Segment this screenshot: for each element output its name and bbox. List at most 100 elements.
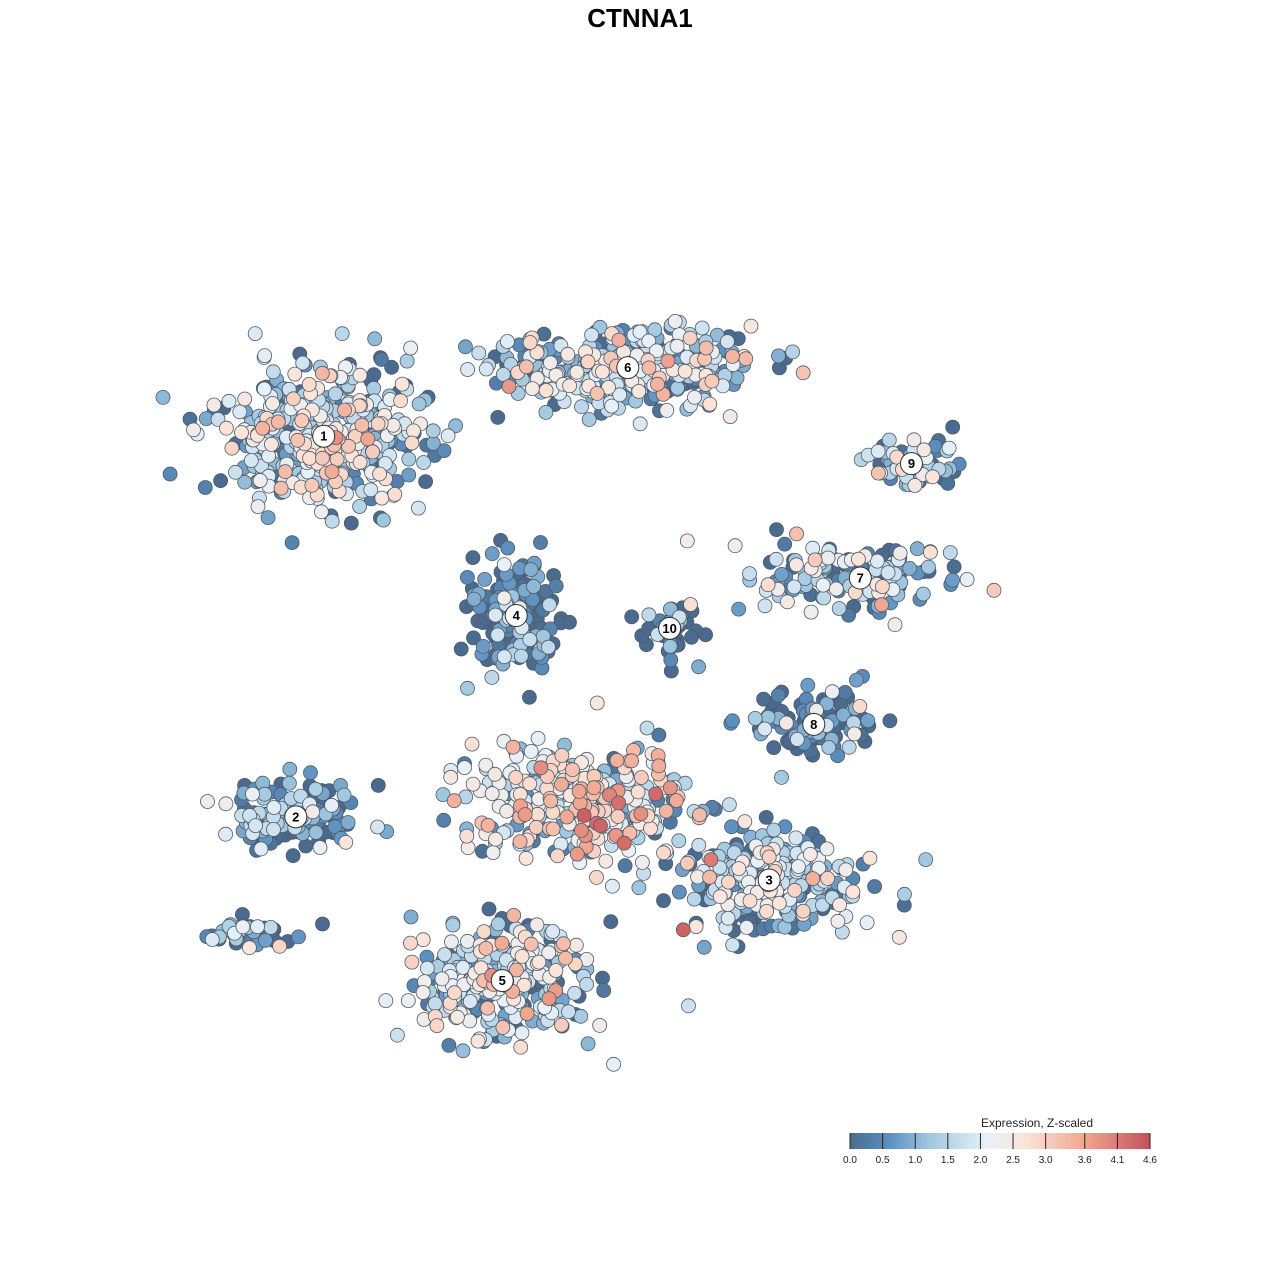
cell-point <box>959 572 975 587</box>
cell-point <box>218 796 234 812</box>
cell-point <box>727 538 743 554</box>
cell-point <box>525 381 540 397</box>
cluster-label-badge <box>616 356 640 380</box>
cell-point <box>845 884 861 900</box>
cell-point <box>589 385 605 401</box>
cell-point <box>789 557 804 573</box>
cell-point <box>548 578 564 594</box>
cell-point <box>603 914 619 930</box>
cell-point <box>789 732 805 747</box>
cell-point <box>704 373 720 389</box>
cell-point <box>726 845 742 861</box>
cell-point <box>737 814 753 829</box>
legend-color-bar <box>850 1133 1150 1149</box>
cell-point <box>593 818 608 834</box>
cell-point <box>586 780 602 796</box>
cluster-label-badge <box>284 805 308 829</box>
cell-point <box>880 565 896 580</box>
cell-point <box>436 443 452 459</box>
cell-point <box>986 582 1002 598</box>
cell-point <box>518 850 534 866</box>
cell-point <box>243 453 259 468</box>
cell-point <box>360 431 376 447</box>
cell-point <box>862 850 878 866</box>
cell-point <box>305 804 321 820</box>
cell-point <box>340 815 356 830</box>
cell-point <box>352 499 368 514</box>
cell-point <box>670 380 685 396</box>
cell-point <box>529 917 545 933</box>
cell-point <box>874 597 889 613</box>
cell-point <box>257 932 273 948</box>
cell-point <box>404 954 420 970</box>
cluster-label-5: 5 <box>490 969 514 993</box>
cell-point <box>228 464 243 480</box>
cell-point <box>680 855 695 871</box>
cell-point <box>576 808 592 823</box>
cell-point <box>324 513 340 529</box>
cell-point <box>560 346 576 362</box>
cell-point <box>250 919 265 935</box>
cell-point <box>490 627 506 643</box>
cell-point <box>531 954 547 970</box>
cluster-label-6: 6 <box>616 356 640 380</box>
cluster-label-10: 10 <box>658 616 682 640</box>
cell-point <box>429 1018 445 1033</box>
legend-tick-label: 0.0 <box>843 1155 857 1166</box>
cell-point <box>559 809 575 825</box>
cell-point <box>684 629 699 645</box>
cell-point <box>915 586 931 602</box>
cell-point <box>282 761 298 777</box>
legend-tick-label: 1.0 <box>908 1155 922 1166</box>
cell-point <box>496 557 512 572</box>
cell-point <box>186 422 201 438</box>
cell-point <box>281 775 297 791</box>
cell-point <box>514 949 530 964</box>
cell-point <box>720 334 735 350</box>
cell-point <box>610 809 626 824</box>
cell-point <box>609 752 625 768</box>
cell-point <box>648 786 664 802</box>
cell-point <box>567 985 582 1001</box>
cell-point <box>374 490 390 506</box>
cell-point <box>647 322 663 338</box>
cell-point <box>374 352 389 367</box>
cell-point <box>780 594 795 610</box>
cell-point <box>415 932 431 948</box>
cell-point <box>285 391 301 407</box>
cell-point <box>530 731 546 746</box>
cell-point <box>237 391 253 407</box>
cell-point <box>698 340 714 356</box>
cell-point <box>721 874 736 890</box>
cell-point <box>641 333 657 349</box>
cell-point <box>677 363 693 379</box>
cell-point <box>869 553 885 569</box>
cell-point <box>650 376 665 392</box>
cell-point <box>789 526 804 542</box>
cell-point <box>256 381 272 397</box>
cell-point <box>457 339 473 355</box>
cell-point <box>632 416 648 432</box>
cell-point <box>738 351 754 367</box>
cell-point <box>940 475 956 491</box>
cell-point <box>852 699 868 714</box>
cell-point <box>777 536 793 552</box>
cell-point <box>363 482 379 498</box>
cell-point <box>671 833 687 849</box>
cell-point <box>538 404 554 420</box>
cell-point <box>301 376 317 392</box>
cluster-labels: 1 2 3 4 5 6 7 8 9 10 <box>284 356 923 993</box>
cell-point <box>598 853 614 869</box>
cell-point <box>651 758 667 774</box>
cell-point <box>803 604 819 620</box>
cell-point <box>529 345 545 361</box>
cell-point <box>891 929 907 945</box>
cell-point <box>787 882 803 898</box>
cell-point <box>499 334 515 349</box>
cell-point <box>291 929 306 945</box>
cell-point <box>554 748 570 763</box>
cell-point <box>517 807 533 822</box>
cell-point <box>400 993 416 1008</box>
cell-point <box>923 544 938 560</box>
cell-point <box>519 1006 535 1021</box>
